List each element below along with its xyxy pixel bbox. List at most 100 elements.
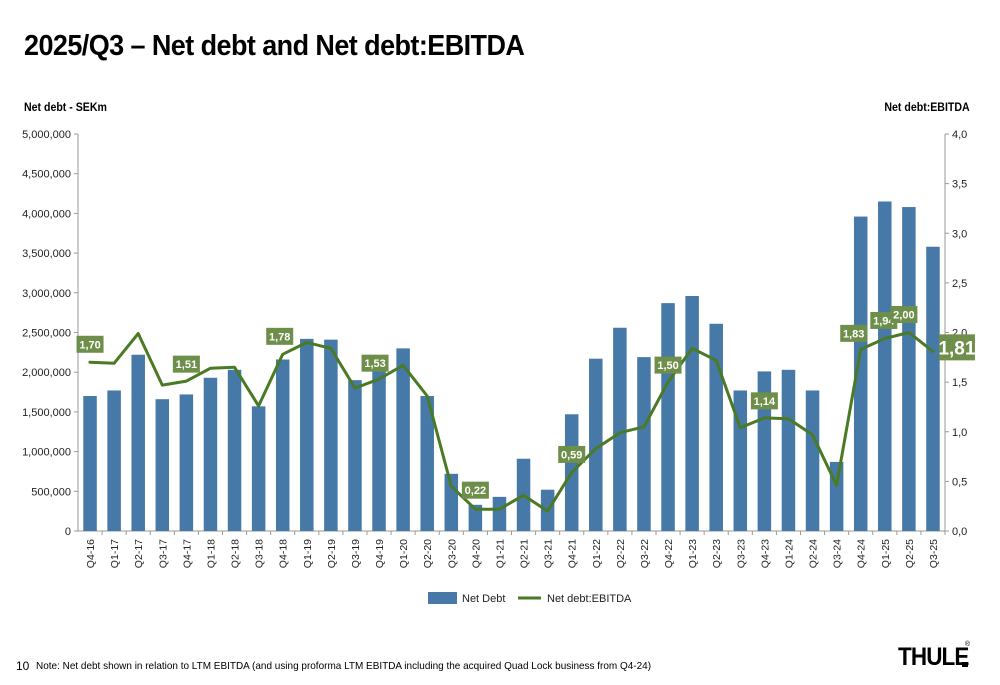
net-debt-bar (155, 399, 170, 531)
net-debt-bar (203, 377, 218, 531)
left-axis-tick-label: 500,000 (31, 486, 71, 498)
left-axis-tick-label: 2,000,000 (22, 367, 71, 379)
net-debt-bar (685, 295, 699, 531)
x-axis-category-label: Q4-23 (759, 539, 771, 568)
left-axis-tick-label: 0 (65, 526, 71, 538)
data-label-box (76, 335, 104, 353)
legend-label-ratio: Net debt:EBITDA (547, 593, 632, 605)
data-label: 1,94 (873, 315, 895, 327)
data-label: 1,14 (754, 396, 776, 408)
x-axis-category-label: Q4-24 (856, 539, 868, 568)
net-debt-bar (251, 406, 266, 531)
right-axis-tick-label: 3,5 (952, 179, 967, 191)
net-debt-bar (372, 369, 386, 531)
x-axis-category-label: Q2-24 (808, 539, 820, 568)
x-axis-category-label: Q4-22 (663, 539, 675, 568)
right-axis-tick-label: 0,0 (952, 526, 967, 538)
net-debt-bar (131, 354, 145, 531)
logo-sub-mark (961, 662, 968, 667)
right-axis-tick-label: 0,5 (952, 476, 967, 488)
right-axis-tick-label: 2,5 (952, 278, 967, 290)
x-axis-category-label: Q1-22 (591, 539, 603, 568)
legend-label-net-debt: Net Debt (462, 593, 505, 605)
x-axis-category-label: Q4-16 (85, 539, 97, 568)
net-debt-bar (468, 504, 483, 531)
net-debt-bar (324, 339, 338, 531)
net-debt-bar (227, 369, 242, 531)
data-label: 1,83 (843, 328, 864, 340)
x-axis-category-label: Q2-25 (904, 539, 916, 568)
x-axis-category-label: Q1-20 (398, 539, 410, 568)
logo-registered-mark: ® (964, 641, 970, 648)
x-axis-category-label: Q1-23 (687, 539, 699, 568)
data-label: 1,50 (657, 360, 678, 372)
net-debt-bar (613, 327, 627, 531)
x-axis-category-label: Q4-21 (567, 539, 579, 568)
x-axis-category-label: Q3-22 (639, 539, 651, 568)
logo-text: THULE (898, 643, 969, 671)
x-axis-category-label: Q3-25 (928, 539, 940, 568)
left-axis-tick-label: 4,500,000 (22, 169, 71, 181)
page-number: 10 (16, 659, 30, 673)
left-axis-tick-label: 2,500,000 (22, 328, 71, 340)
net-debt-bar (300, 338, 314, 531)
x-axis-category-label: Q2-23 (711, 539, 723, 568)
data-label-box (750, 392, 778, 410)
net-debt-bar (757, 371, 772, 531)
x-axis-category-label: Q3-18 (254, 539, 266, 568)
data-label: 2,00 (893, 310, 914, 322)
net-debt-bar (781, 369, 796, 531)
right-axis-tick-label: 3,0 (952, 228, 967, 240)
x-axis-category-label: Q3-17 (157, 539, 169, 568)
x-axis-category-label: Q3-24 (832, 539, 844, 568)
net-debt-ebitda-line (88, 331, 935, 513)
data-label-box (938, 334, 975, 361)
data-label: 0,59 (561, 449, 582, 461)
data-label: 1,51 (176, 359, 197, 371)
left-axis-tick-label: 3,500,000 (22, 248, 71, 260)
net-debt-bar (661, 303, 675, 531)
x-axis-category-label: Q2-21 (519, 539, 531, 568)
legend-swatch-net-debt (428, 592, 457, 604)
data-label: 1,70 (79, 339, 100, 351)
net-debt-bar (637, 357, 651, 531)
x-axis-category-label: Q3-21 (543, 539, 555, 568)
data-label: 1,78 (269, 331, 290, 343)
page-title: 2025/Q3 – Net debt and Net debt:EBITDA (24, 30, 525, 62)
x-axis-category-label: Q4-19 (374, 539, 386, 568)
data-label-box (266, 327, 294, 345)
data-label-box (172, 355, 200, 373)
data-label-box (558, 445, 586, 463)
right-axis-title: Net debt:EBITDA (884, 102, 970, 114)
right-axis-tick-label: 1,0 (952, 427, 967, 439)
x-axis-category-label: Q2-22 (615, 539, 627, 568)
x-axis-category-label: Q2-20 (422, 539, 434, 568)
x-axis-category-label: Q1-19 (302, 539, 314, 568)
x-axis-category-label: Q2-19 (326, 539, 338, 568)
right-axis-tick-label: 1,5 (952, 377, 967, 389)
x-axis-category-label: Q4-17 (181, 539, 193, 568)
net-debt-bar (348, 380, 362, 531)
net-debt-bar (902, 207, 916, 531)
x-axis-category-label: Q1-21 (494, 539, 506, 568)
data-label: 1,81 (938, 338, 975, 359)
x-axis-category-label: Q4-20 (470, 539, 482, 568)
data-label-box (890, 306, 918, 323)
left-axis-tick-label: 1,500,000 (22, 407, 71, 419)
data-label-box (461, 481, 489, 499)
left-axis-title: Net debt - SEKm (24, 102, 107, 114)
x-axis-category-label: Q4-18 (278, 539, 290, 568)
net-debt-bar (83, 396, 97, 531)
net-debt-bar (926, 246, 940, 532)
data-label-box (654, 356, 682, 374)
left-axis-tick-label: 4,000,000 (22, 208, 71, 220)
x-axis-category-label: Q3-19 (350, 539, 362, 568)
right-axis-tick-label: 4,0 (952, 129, 967, 141)
net-debt-bar (492, 496, 507, 531)
thule-logo: THULE ® (898, 641, 970, 671)
data-label-box (361, 354, 389, 372)
data-label: 1,53 (364, 358, 385, 370)
x-axis-category-label: Q2-17 (133, 539, 145, 568)
footnote: Note: Net debt shown in relation to LTM … (36, 660, 652, 672)
